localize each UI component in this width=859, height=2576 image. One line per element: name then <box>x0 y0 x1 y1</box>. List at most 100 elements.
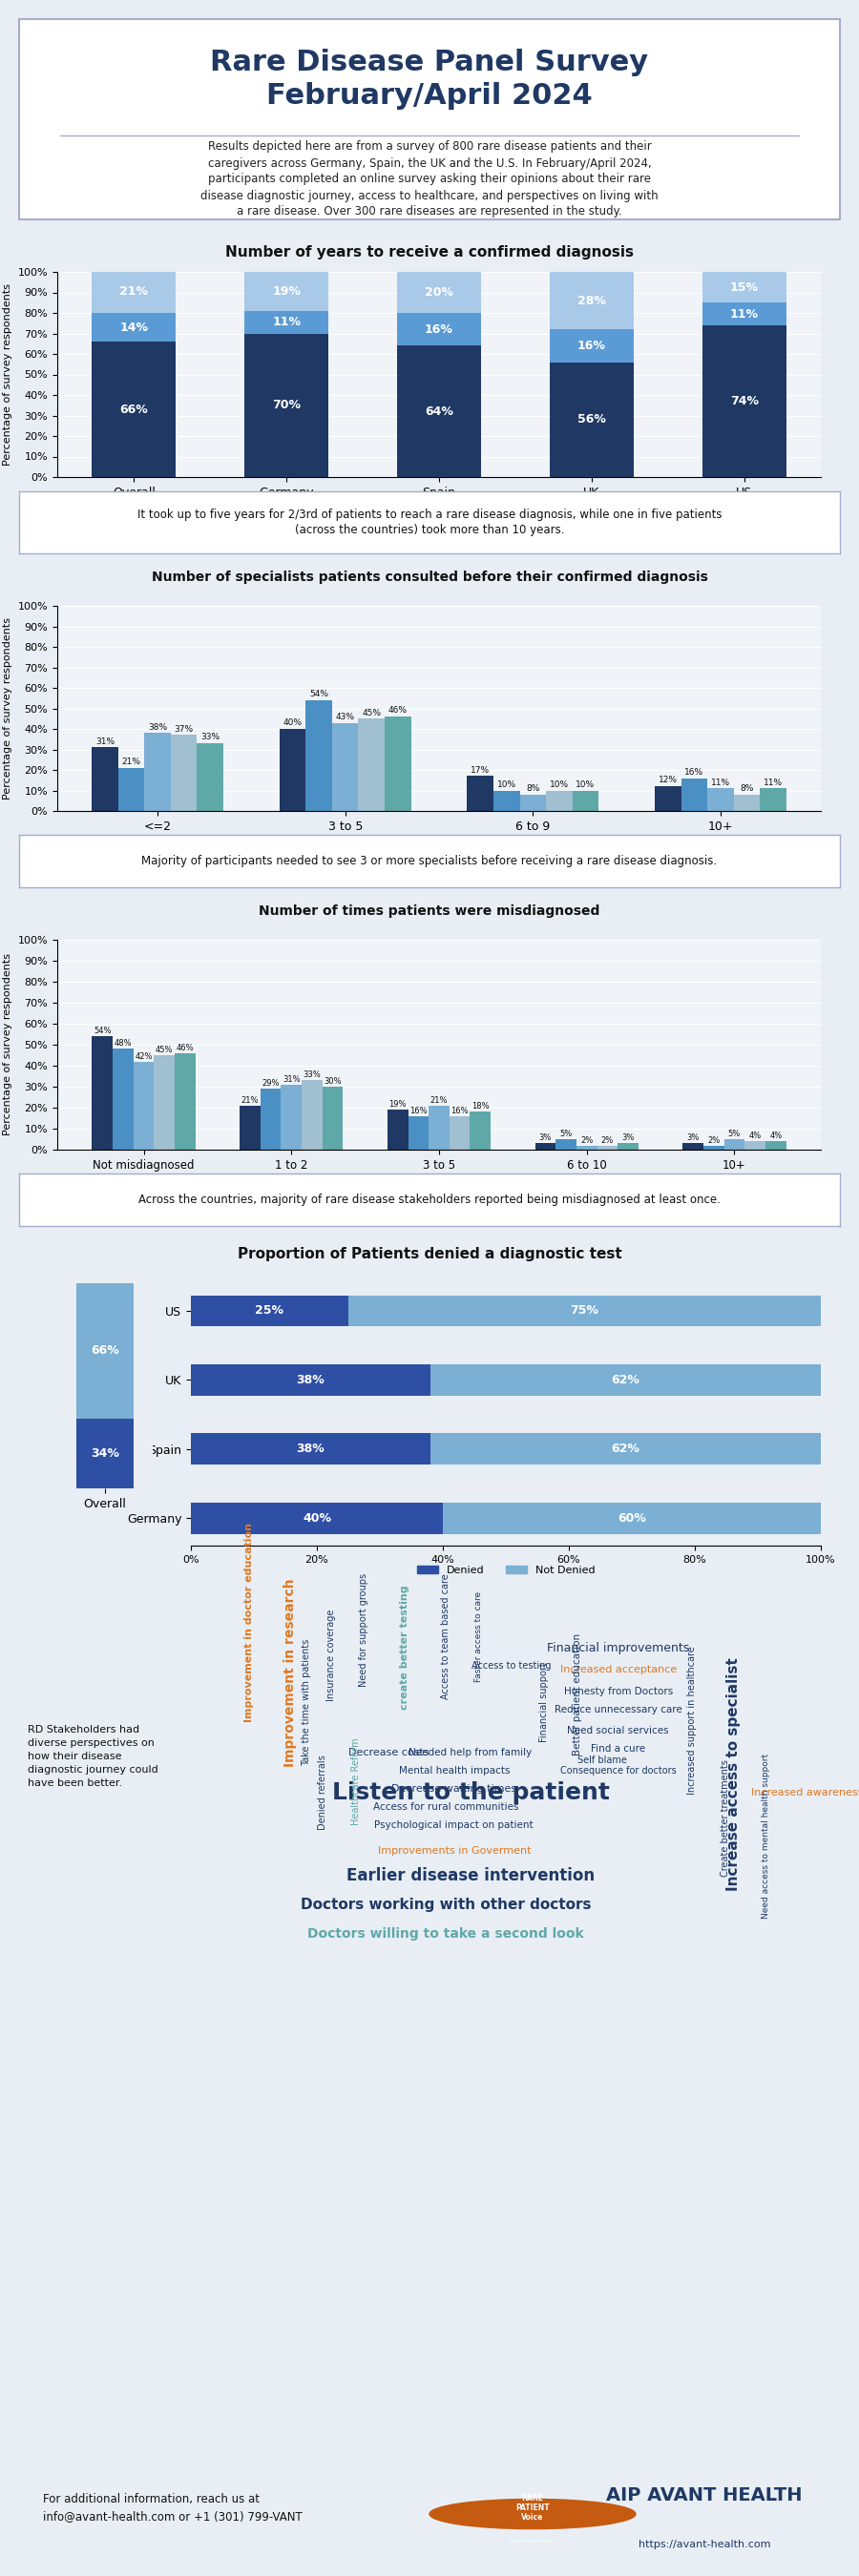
Text: 75%: 75% <box>570 1303 599 1316</box>
Bar <box>76 1283 134 1419</box>
Bar <box>240 1105 260 1149</box>
Bar <box>174 1054 195 1149</box>
Text: 25%: 25% <box>255 1303 284 1316</box>
Legend: <5 years, 6-10 years, >10 years: <5 years, 6-10 years, >10 years <box>289 507 589 526</box>
Bar <box>260 1090 281 1149</box>
Bar <box>397 345 481 477</box>
Text: create better testing: create better testing <box>400 1584 410 1710</box>
Text: Consequence for doctors: Consequence for doctors <box>560 1767 676 1775</box>
Bar <box>618 1144 638 1149</box>
Bar <box>191 1365 430 1396</box>
Bar <box>349 1296 821 1327</box>
Bar <box>119 768 144 811</box>
Text: RD Stakeholders had
diverse perspectives on
how their disease
diagnostic journey: RD Stakeholders had diverse perspectives… <box>27 1726 158 1788</box>
Bar <box>385 716 411 811</box>
Bar <box>550 273 634 330</box>
Text: 12%: 12% <box>658 775 678 786</box>
Text: Mental health impacts: Mental health impacts <box>399 1767 509 1775</box>
Bar <box>430 1365 821 1396</box>
Bar <box>430 1432 821 1466</box>
Text: 2%: 2% <box>581 1136 593 1144</box>
Text: Needed help from family: Needed help from family <box>409 1749 533 1757</box>
Text: 19%: 19% <box>389 1100 406 1108</box>
Bar <box>92 747 119 811</box>
Text: Proportion of Patients denied a diagnostic test: Proportion of Patients denied a diagnost… <box>237 1247 622 1262</box>
Text: 48%: 48% <box>114 1038 132 1048</box>
Text: Need for support groups: Need for support groups <box>359 1574 369 1687</box>
Bar <box>443 1502 821 1533</box>
Text: 40%: 40% <box>302 1512 332 1525</box>
Bar <box>655 786 681 811</box>
Text: 34%: 34% <box>91 1448 119 1461</box>
Text: 31%: 31% <box>283 1074 301 1084</box>
Text: Rare Disease Panel Survey
February/April 2024: Rare Disease Panel Survey February/April… <box>210 49 649 111</box>
Text: 21%: 21% <box>122 757 141 765</box>
Text: 11%: 11% <box>730 307 758 319</box>
Bar <box>397 273 481 312</box>
Text: Improvement in research: Improvement in research <box>283 1579 296 1767</box>
Bar <box>113 1048 133 1149</box>
Bar <box>144 734 171 811</box>
Text: 29%: 29% <box>262 1079 279 1087</box>
Text: Increased support in healthcare: Increased support in healthcare <box>687 1646 697 1795</box>
Text: 15%: 15% <box>730 281 758 294</box>
Circle shape <box>430 2499 636 2530</box>
Text: 64%: 64% <box>425 404 454 417</box>
Text: 5%: 5% <box>560 1128 572 1139</box>
Bar <box>133 1061 154 1149</box>
Text: 38%: 38% <box>296 1373 325 1386</box>
Bar <box>702 325 786 477</box>
Text: 16%: 16% <box>425 322 454 335</box>
Bar <box>92 343 176 477</box>
Bar <box>408 1115 429 1149</box>
Text: Across the countries, majority of rare disease stakeholders reported being misdi: Across the countries, majority of rare d… <box>138 1193 721 1206</box>
Text: 2%: 2% <box>601 1136 613 1144</box>
Text: Financial improvements: Financial improvements <box>547 1641 690 1654</box>
Text: 45%: 45% <box>155 1046 174 1054</box>
Text: 40%: 40% <box>283 719 302 726</box>
Text: Majority of participants needed to see 3 or more specialists before receiving a : Majority of participants needed to see 3… <box>142 855 717 868</box>
Text: Better patient education: Better patient education <box>572 1633 582 1757</box>
Bar <box>92 312 176 343</box>
Bar <box>681 778 707 811</box>
Bar <box>520 793 546 811</box>
Text: Create better treatments: Create better treatments <box>720 1759 730 1878</box>
Text: 16%: 16% <box>410 1108 427 1115</box>
Bar <box>245 332 328 477</box>
Bar <box>92 270 176 312</box>
Text: It took up to five years for 2/3rd of patients to reach a rare disease diagnosis: It took up to five years for 2/3rd of pa… <box>137 507 722 536</box>
Bar <box>724 1139 745 1149</box>
Text: Doctors working with other doctors: Doctors working with other doctors <box>301 1899 591 1911</box>
Bar <box>745 1141 765 1149</box>
Text: 3%: 3% <box>539 1133 551 1141</box>
Bar <box>76 1419 134 1489</box>
Bar <box>597 1146 618 1149</box>
Text: 37%: 37% <box>174 724 193 734</box>
Text: Improvements in Goverment: Improvements in Goverment <box>378 1847 531 1855</box>
Text: Reduce unnecessary care: Reduce unnecessary care <box>554 1705 682 1713</box>
Bar <box>546 791 572 811</box>
Text: Number of times patients were misdiagnosed: Number of times patients were misdiagnos… <box>259 904 600 917</box>
Bar <box>191 1502 443 1533</box>
Bar <box>171 734 197 811</box>
Text: 66%: 66% <box>119 404 148 415</box>
Text: 38%: 38% <box>296 1443 325 1455</box>
Text: 46%: 46% <box>176 1043 194 1051</box>
Text: 21%: 21% <box>430 1095 448 1105</box>
Text: 14%: 14% <box>119 322 149 332</box>
Text: 28%: 28% <box>577 294 606 307</box>
Bar <box>760 788 786 811</box>
Text: Access to team based care: Access to team based care <box>442 1574 451 1700</box>
Text: 62%: 62% <box>612 1373 640 1386</box>
Text: Earlier disease intervention: Earlier disease intervention <box>346 1868 594 1886</box>
Text: 21%: 21% <box>241 1095 259 1105</box>
Text: 16%: 16% <box>577 340 606 353</box>
Text: 5%: 5% <box>728 1128 740 1139</box>
Text: 10%: 10% <box>550 781 569 788</box>
Text: 60%: 60% <box>618 1512 646 1525</box>
Text: Honesty from Doctors: Honesty from Doctors <box>564 1687 673 1695</box>
Text: 43%: 43% <box>336 714 355 721</box>
Text: 21%: 21% <box>119 286 149 299</box>
Bar <box>281 1084 302 1149</box>
Text: Need access to mental health support: Need access to mental health support <box>762 1754 771 1919</box>
